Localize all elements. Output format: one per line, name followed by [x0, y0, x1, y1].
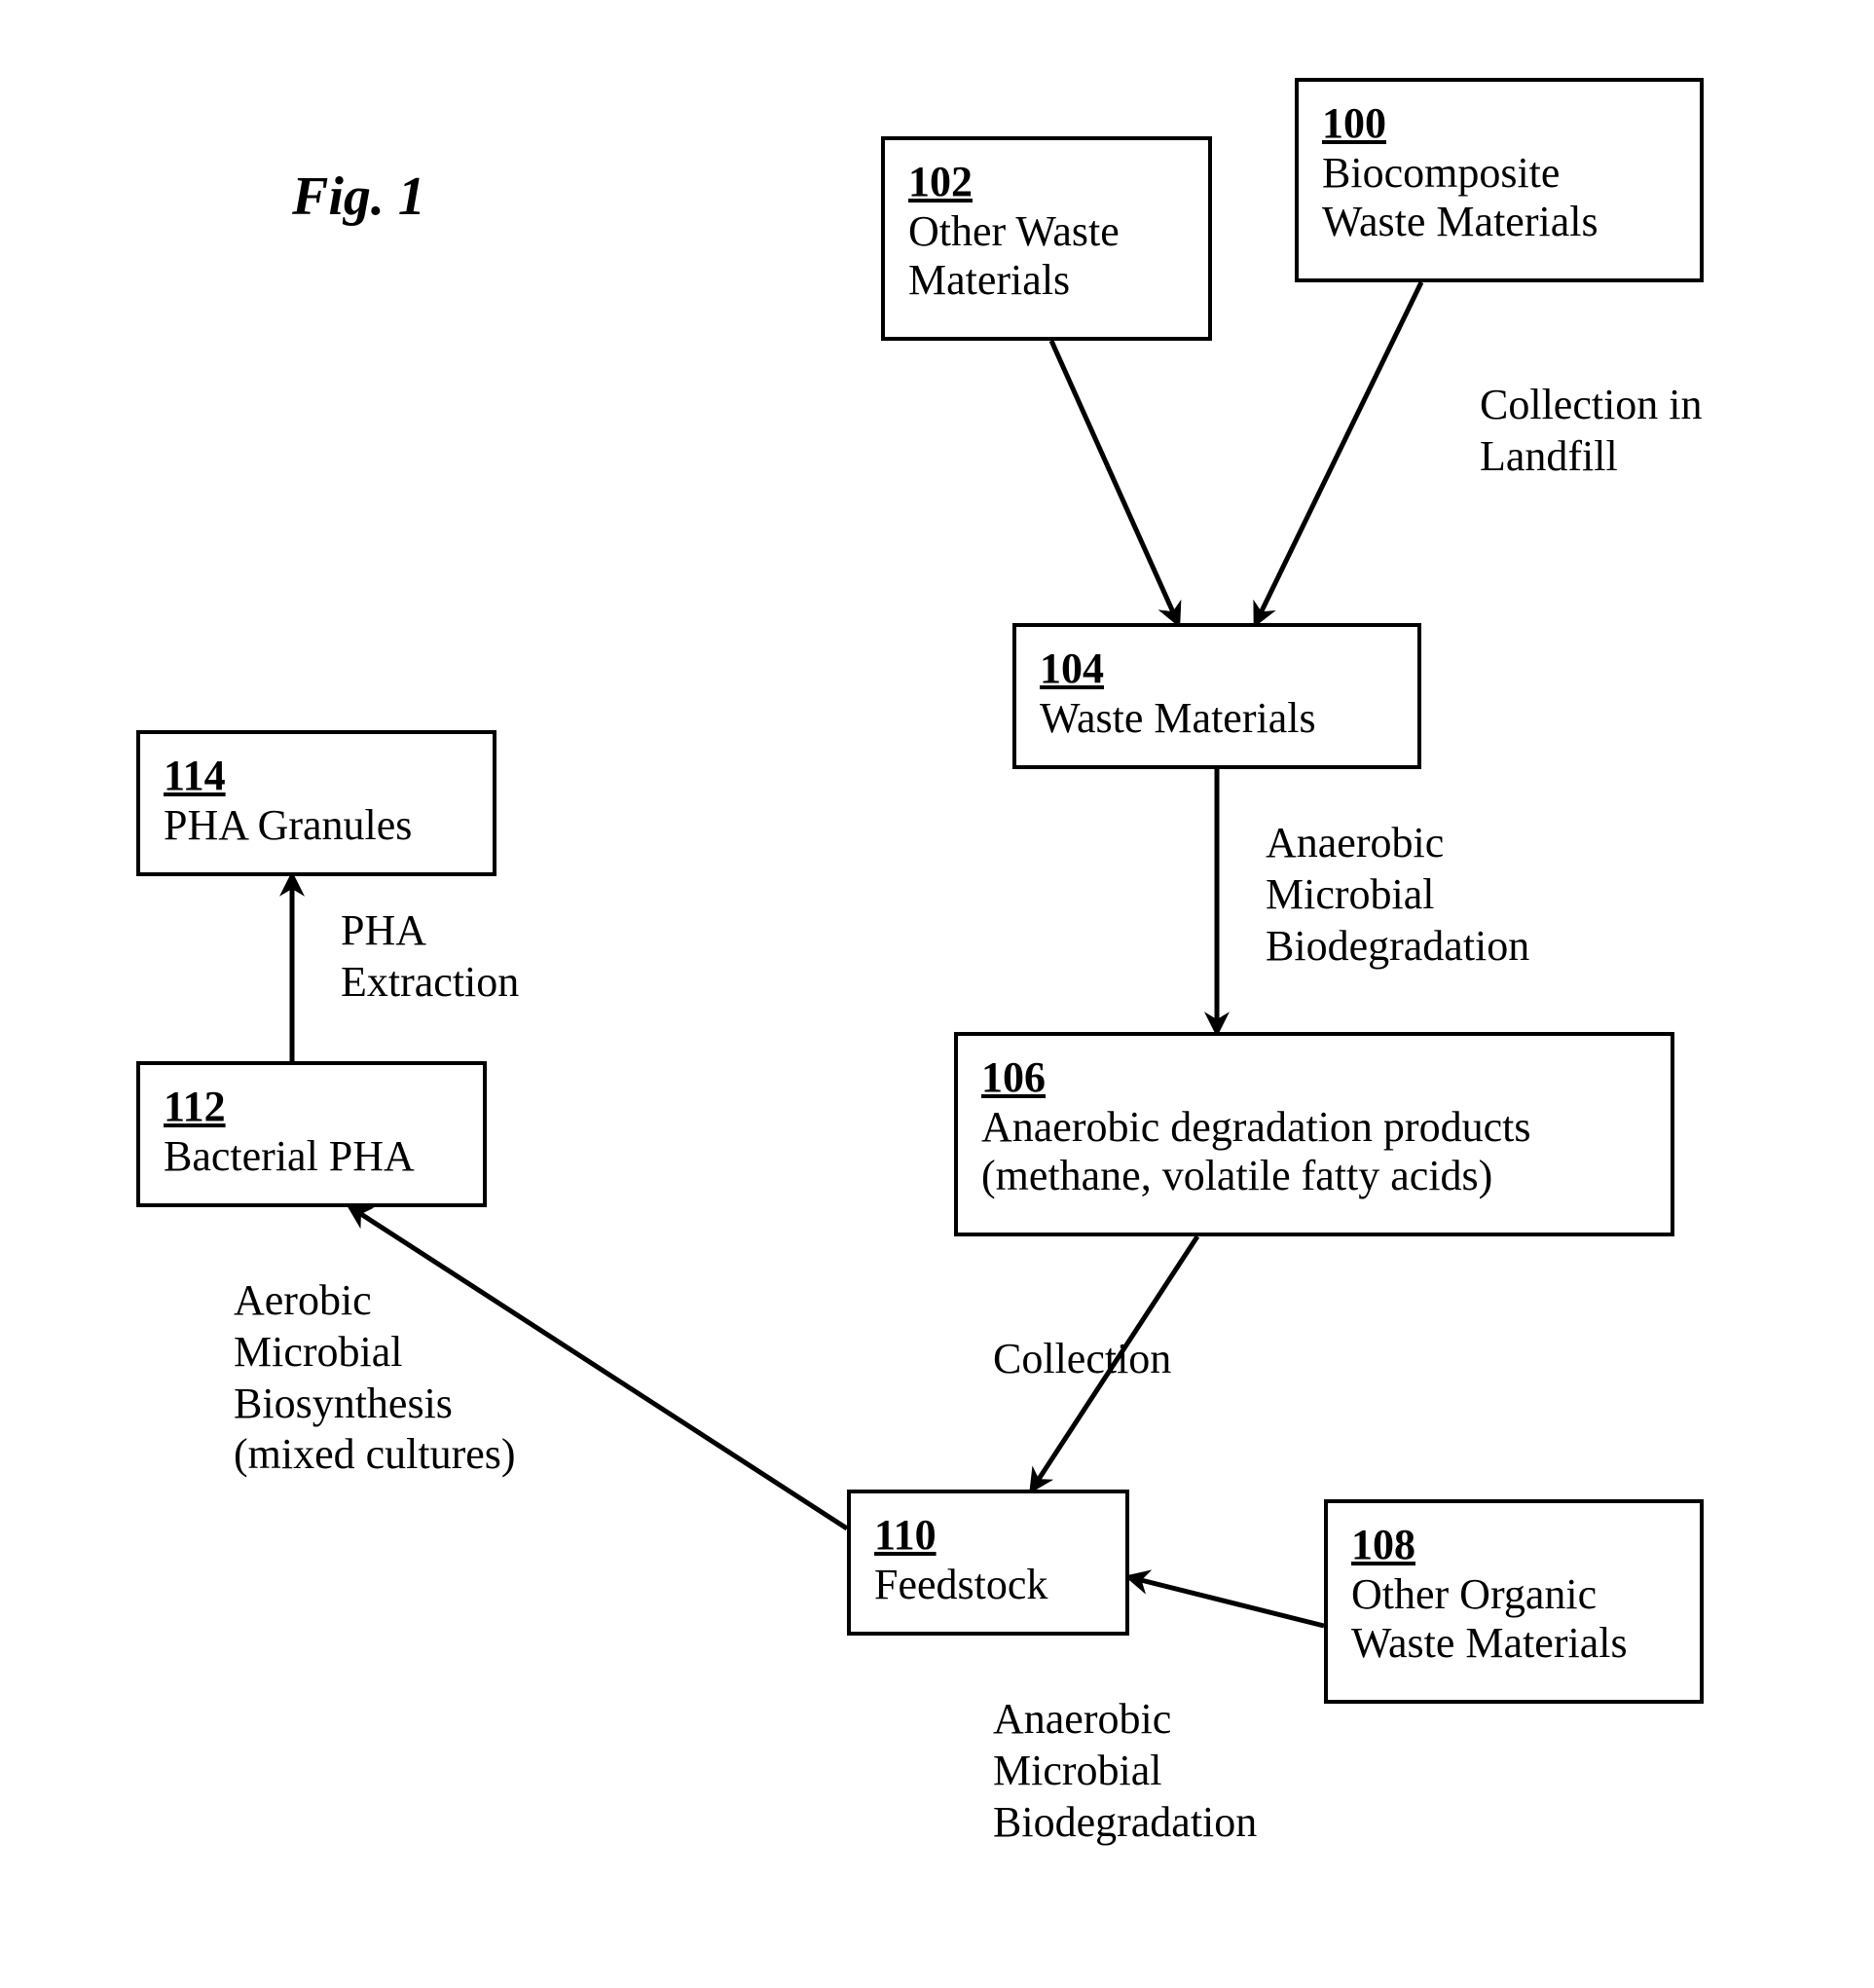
- node-114: 114PHA Granules: [136, 730, 496, 876]
- edge-label: Collection in Landfill: [1480, 380, 1703, 483]
- node-number: 102: [908, 158, 1185, 207]
- figure-title: Fig. 1: [292, 166, 425, 228]
- node-102: 102Other Waste Materials: [881, 136, 1212, 341]
- node-110: 110Feedstock: [847, 1490, 1129, 1636]
- edge-arrow: [1256, 282, 1421, 623]
- node-text: Anaerobic degradation products (methane,…: [981, 1103, 1647, 1201]
- edge-arrow: [1129, 1577, 1324, 1626]
- node-100: 100Biocomposite Waste Materials: [1295, 78, 1704, 282]
- flowchart-canvas: Fig. 1 100Biocomposite Waste Materials10…: [0, 0, 1874, 1988]
- node-text: Other Organic Waste Materials: [1351, 1570, 1676, 1669]
- node-108: 108Other Organic Waste Materials: [1324, 1499, 1704, 1704]
- node-text: PHA Granules: [164, 801, 469, 851]
- node-number: 100: [1322, 99, 1676, 149]
- node-number: 114: [164, 752, 469, 801]
- node-text: Feedstock: [874, 1561, 1102, 1610]
- node-number: 112: [164, 1083, 459, 1132]
- node-106: 106Anaerobic degradation products (metha…: [954, 1032, 1674, 1236]
- node-text: Bacterial PHA: [164, 1132, 459, 1182]
- node-112: 112Bacterial PHA: [136, 1061, 487, 1207]
- edge-label: Aerobic Microbial Biosynthesis (mixed cu…: [234, 1275, 516, 1481]
- edge-arrow: [1051, 341, 1178, 623]
- edge-label: Collection: [993, 1334, 1171, 1385]
- node-text: Waste Materials: [1040, 694, 1394, 744]
- node-number: 104: [1040, 644, 1394, 694]
- node-number: 106: [981, 1053, 1647, 1103]
- node-number: 110: [874, 1511, 1102, 1561]
- edge-label: Anaerobic Microbial Biodegradation: [1266, 818, 1529, 972]
- node-104: 104Waste Materials: [1012, 623, 1421, 769]
- edge-label: PHA Extraction: [341, 905, 519, 1009]
- edge-label: Anaerobic Microbial Biodegradation: [993, 1694, 1257, 1848]
- node-text: Biocomposite Waste Materials: [1322, 149, 1676, 247]
- node-text: Other Waste Materials: [908, 207, 1185, 306]
- node-number: 108: [1351, 1521, 1676, 1570]
